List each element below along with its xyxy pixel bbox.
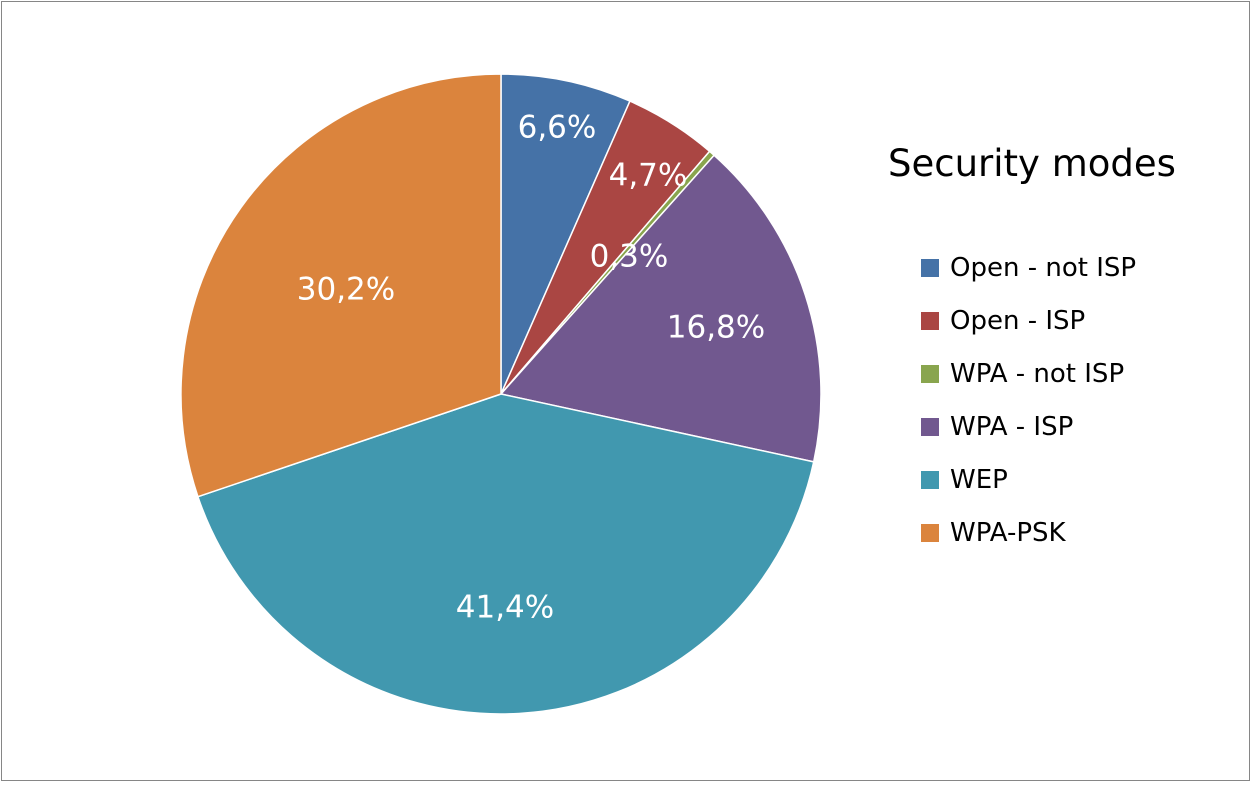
legend-swatch xyxy=(921,417,939,436)
legend-label: WEP xyxy=(950,464,1008,495)
legend-items: Open - not ISP Open - ISP WPA - not ISP WPA… xyxy=(921,241,1228,559)
pie-slice-wpa-psk xyxy=(180,73,502,498)
legend-swatch xyxy=(921,523,939,542)
legend-item: Open - not ISP xyxy=(921,241,1228,294)
legend-swatch xyxy=(921,364,939,383)
pie-slice-open-not-isp xyxy=(500,73,631,395)
legend-label: Open - not ISP xyxy=(950,252,1137,283)
legend-title: Security modes xyxy=(888,142,1176,185)
legend-swatch xyxy=(921,258,939,277)
data-label: 4,7% xyxy=(609,158,688,194)
data-label: 16,8% xyxy=(667,310,765,346)
legend-swatch xyxy=(921,470,939,489)
legend-label: WPA-PSK xyxy=(950,517,1066,548)
legend: Security modes Open - not ISP Open - ISP W… xyxy=(888,142,1228,559)
legend-label: WPA - not ISP xyxy=(950,358,1125,389)
legend-item: WEP xyxy=(921,453,1228,506)
data-label: 30,2% xyxy=(297,272,395,308)
data-label: 41,4% xyxy=(456,590,554,626)
pie-slice-wep xyxy=(196,393,815,715)
data-label: 0,3% xyxy=(590,239,669,275)
legend-item: WPA - not ISP xyxy=(921,347,1228,400)
pie-slice-wpa-isp xyxy=(499,154,822,463)
legend-item: Open - ISP xyxy=(921,294,1228,347)
data-label: 6,6% xyxy=(518,110,597,146)
legend-item: WPA-PSK xyxy=(921,506,1228,559)
legend-label: WPA - ISP xyxy=(950,411,1074,442)
legend-item: WPA - ISP xyxy=(921,400,1228,453)
legend-swatch xyxy=(921,311,939,330)
legend-label: Open - ISP xyxy=(950,305,1086,336)
